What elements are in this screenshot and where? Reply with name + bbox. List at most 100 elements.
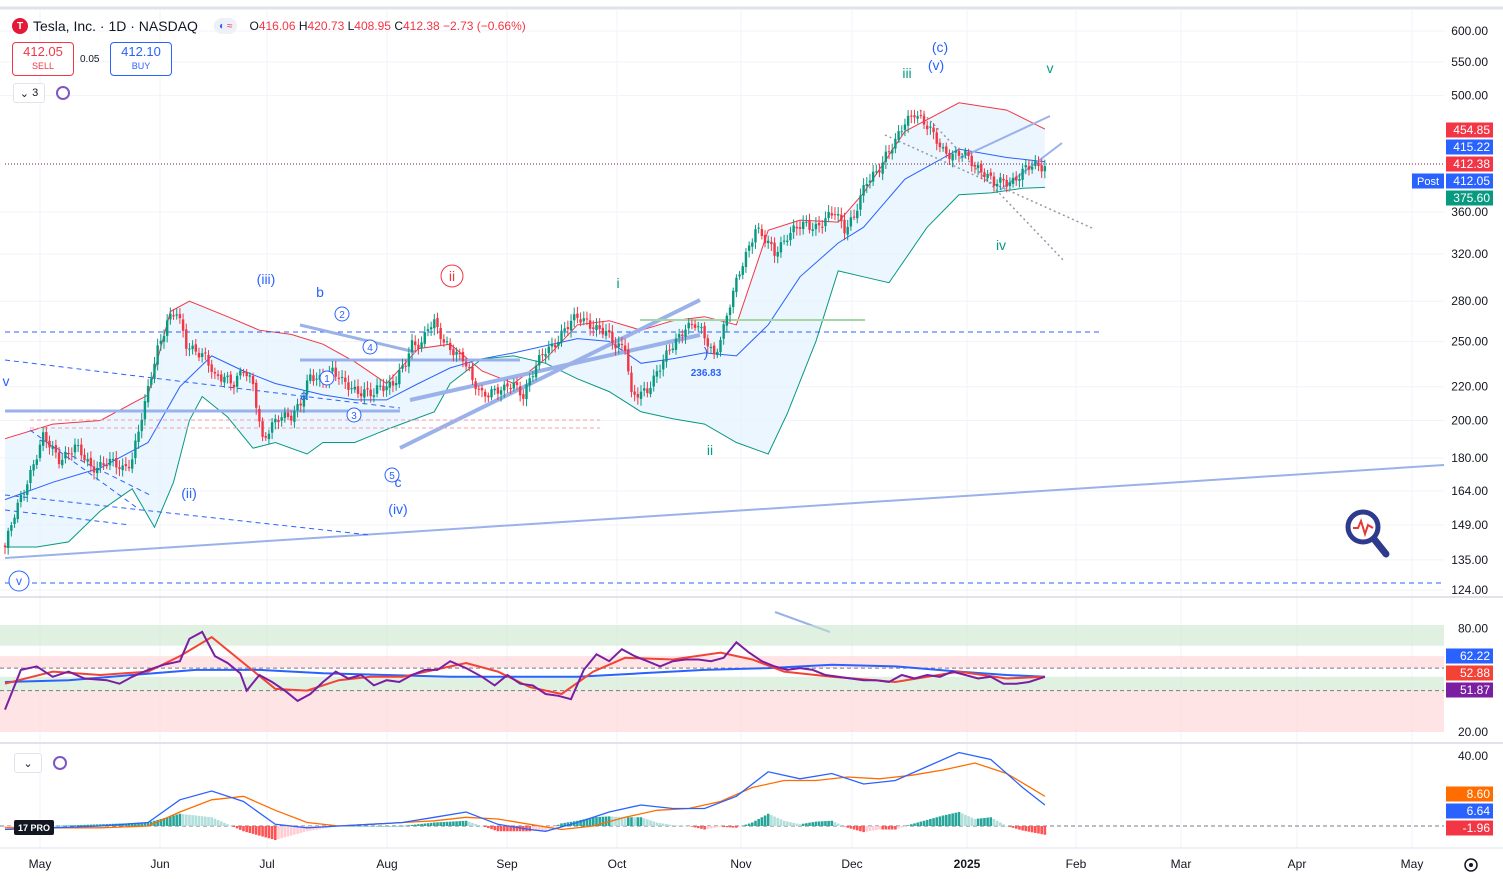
candle-body: [115, 457, 118, 468]
rsi-label-tag-text: 62.22: [1460, 649, 1490, 663]
candle: [134, 433, 137, 465]
candle: [1021, 163, 1024, 188]
candle-body: [404, 365, 407, 367]
macd-histogram-bar: [267, 826, 271, 839]
macd-histogram-bar: [846, 826, 849, 828]
macd-histogram-bar: [388, 826, 392, 827]
candle: [10, 521, 13, 537]
candle: [96, 461, 99, 481]
macd-histogram-bar: [626, 817, 630, 826]
candle: [156, 338, 159, 371]
macd-histogram-bar: [245, 826, 248, 833]
candle-body: [312, 375, 315, 382]
macd-histogram-bar: [445, 821, 449, 826]
candle: [967, 148, 970, 160]
candle: [859, 188, 862, 217]
price-label-tag-text: 412.05: [1453, 174, 1490, 188]
candle-body: [423, 332, 426, 344]
candle-body: [811, 229, 814, 231]
candle-body: [1002, 178, 1005, 181]
candle-body: [480, 387, 484, 391]
macd-histogram-bar: [216, 820, 220, 826]
candle: [356, 379, 360, 399]
candle-body: [73, 444, 77, 453]
candle: [350, 381, 353, 394]
candle: [773, 237, 776, 263]
macd-histogram-bar: [162, 818, 166, 826]
macd-label-tag: 8.60: [1446, 786, 1493, 802]
candle: [1027, 160, 1031, 176]
zoom-magnifier-icon[interactable]: [1344, 508, 1392, 560]
candle-body: [522, 394, 525, 399]
candle: [871, 164, 875, 187]
trend-line: [4, 509, 131, 526]
macd-histogram-bar: [843, 826, 846, 827]
macd-histogram-bar: [709, 826, 713, 829]
candle-body: [41, 432, 45, 446]
candle-body: [315, 378, 318, 380]
candle-body: [232, 384, 236, 388]
macd-histogram-bar: [696, 826, 700, 829]
candle-body: [741, 266, 744, 275]
candle: [423, 326, 426, 348]
candle-body: [557, 341, 560, 346]
symbol-title[interactable]: Tesla, Inc. · 1D · NASDAQ: [33, 18, 198, 34]
rsi-tick-label: 80.00: [1458, 621, 1488, 635]
candle-body: [175, 314, 178, 316]
candle-body: [569, 320, 573, 331]
candle: [461, 347, 465, 368]
indicators-collapse-button[interactable]: ⌄ 3: [13, 83, 45, 103]
macd-histogram-bar: [235, 826, 239, 829]
candle: [528, 373, 531, 392]
sell-button[interactable]: 412.05 SELL: [12, 42, 74, 76]
post-tag-bg: [1412, 173, 1444, 189]
time-tick-label: May: [29, 857, 52, 871]
candle-body: [375, 385, 379, 394]
macd-label-tag: -1.96: [1446, 820, 1493, 836]
macd-histogram-bar: [792, 822, 795, 826]
candle: [649, 381, 652, 398]
macd-pane: [0, 751, 1444, 840]
candle-body: [967, 151, 970, 156]
candle: [646, 382, 649, 398]
macd-histogram-bar: [80, 824, 83, 826]
candle: [366, 381, 369, 397]
candle-body: [258, 408, 261, 422]
macd-histogram-bar: [817, 821, 821, 826]
buy-button[interactable]: 412.10 BUY: [110, 42, 172, 76]
candle: [569, 314, 573, 338]
candle-body: [503, 384, 506, 391]
candle-body: [490, 389, 493, 398]
macd-sync-icon[interactable]: [53, 756, 67, 770]
sync-icon[interactable]: [56, 86, 70, 100]
tradingview-logo[interactable]: 17 PRO: [14, 820, 55, 835]
candle-body: [1015, 176, 1018, 181]
moon-icon: ◐: [218, 20, 225, 32]
candle: [808, 213, 811, 234]
candle-body: [636, 393, 640, 398]
macd-histogram-bar: [763, 815, 767, 826]
macd-histogram-bar: [83, 824, 86, 826]
macd-histogram-bar: [264, 826, 268, 838]
candle: [903, 118, 907, 137]
session-toggle[interactable]: ◐ ≈: [213, 18, 238, 34]
candle: [382, 378, 385, 397]
candle-body: [433, 319, 436, 329]
macd-histogram-bar: [674, 825, 678, 826]
candle-body: [270, 422, 274, 433]
macd-histogram-bar: [541, 826, 544, 831]
candle-body: [61, 459, 64, 466]
macd-histogram-bar: [703, 826, 706, 830]
macd-histogram-bar: [442, 821, 446, 826]
candle-body: [770, 241, 773, 245]
candle: [372, 388, 376, 403]
time-tick-label: 2025: [954, 857, 981, 871]
macd-histogram-bar: [496, 826, 500, 832]
candle: [995, 179, 999, 194]
candle-body: [13, 517, 16, 525]
candle: [716, 348, 719, 359]
rsi-collapse-button[interactable]: ⌄: [14, 753, 42, 773]
macd-histogram-bar: [716, 826, 719, 828]
candle: [267, 429, 271, 445]
